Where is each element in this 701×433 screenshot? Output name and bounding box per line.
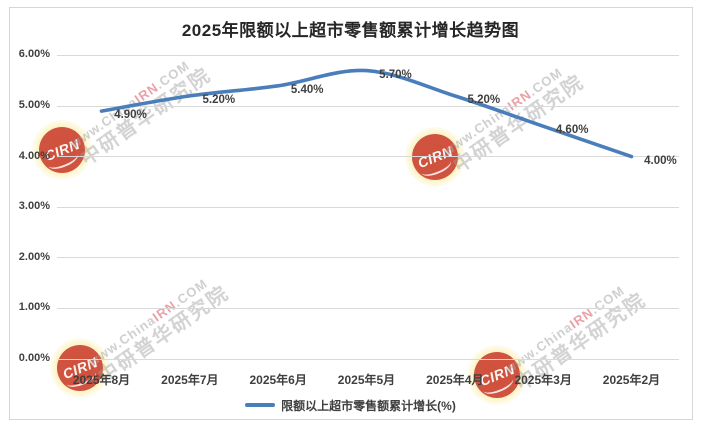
gridline bbox=[57, 105, 679, 107]
data-label: 4.90% bbox=[114, 109, 147, 122]
x-axis-tick-label: 2025年7月 bbox=[161, 373, 219, 387]
y-axis-tick-label: 1.00% bbox=[18, 301, 50, 314]
y-axis-tick-label: 0.00% bbox=[18, 352, 50, 364]
x-axis-tick-label: 2025年3月 bbox=[514, 373, 572, 387]
gridline bbox=[57, 307, 679, 309]
x-axis-tick-label: 2025年6月 bbox=[249, 373, 307, 387]
y-axis-tick-label: 2.00% bbox=[18, 250, 50, 263]
y-axis-tick-label: 4.00% bbox=[18, 149, 50, 162]
x-axis-tick-label: 2025年8月 bbox=[72, 373, 131, 387]
legend: 限额以上超市零售额累计增长(%) bbox=[9, 396, 692, 414]
gridline bbox=[57, 358, 679, 360]
data-label: 5.20% bbox=[202, 93, 236, 106]
y-axis-tick-label: 6.00% bbox=[18, 48, 50, 61]
data-label: 5.70% bbox=[379, 68, 412, 81]
trend-line bbox=[99, 68, 634, 159]
y-axis-tick-label: 5.00% bbox=[18, 99, 50, 111]
chart-title: 2025年限额以上超市零售额累计增长趋势图 bbox=[181, 21, 520, 40]
x-axis-tick-label: 2025年5月 bbox=[337, 373, 396, 387]
gridline bbox=[57, 156, 679, 158]
chart-frame bbox=[9, 7, 693, 420]
x-axis-tick-label: 2025年4月 bbox=[426, 373, 484, 387]
data-label: 5.40% bbox=[290, 83, 324, 96]
gridline bbox=[57, 206, 679, 208]
gridline bbox=[57, 54, 679, 56]
data-label: 4.60% bbox=[555, 124, 589, 137]
legend-label: 限额以上超市零售额累计增长(%) bbox=[281, 398, 456, 413]
data-label: 4.00% bbox=[644, 154, 677, 167]
gridline bbox=[57, 257, 679, 259]
data-label: 5.20% bbox=[467, 93, 501, 106]
y-axis-tick-label: 3.00% bbox=[18, 200, 50, 213]
legend-line-swatch bbox=[245, 403, 276, 407]
x-axis-tick-label: 2025年2月 bbox=[602, 373, 661, 387]
